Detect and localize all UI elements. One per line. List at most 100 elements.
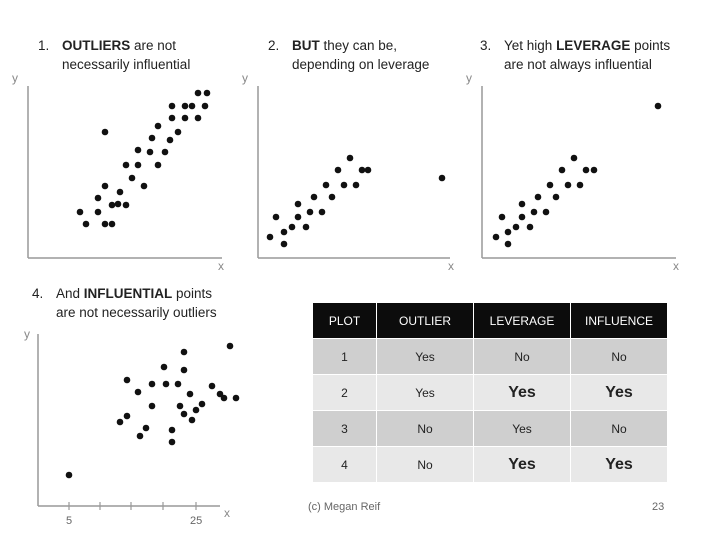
scatter-point [504, 240, 512, 248]
scatter-point [114, 200, 122, 208]
scatter-point [518, 213, 526, 221]
column-header: PLOT [312, 302, 377, 339]
scatter-point [310, 193, 318, 201]
table-row: 2 Yes Yes Yes [312, 374, 668, 411]
caption-text: they can be, [319, 38, 398, 53]
x-axis-label: x [224, 506, 230, 520]
plot-1: y x [12, 71, 224, 273]
scatter-point [186, 390, 194, 398]
column-header: LEVERAGE [473, 302, 571, 339]
scatter-point [198, 400, 206, 408]
scatter-point [123, 376, 131, 384]
table-cell: 4 [312, 446, 377, 483]
scatter-point [576, 181, 584, 189]
scatter-point [108, 201, 116, 209]
scatter-point [134, 146, 142, 154]
scatter-point [526, 223, 534, 231]
scatter-point [148, 134, 156, 142]
scatter-point [188, 416, 196, 424]
scatter-point [328, 193, 336, 201]
scatter-point [340, 181, 348, 189]
scatter-point [180, 348, 188, 356]
caption-plot-2: 2. BUT they can be, depending on leverage [268, 36, 429, 74]
table-cell: No [570, 338, 668, 375]
table-cell: Yes [473, 374, 571, 411]
scatter-point [134, 161, 142, 169]
scatter-point [438, 174, 446, 182]
scatter-point [116, 188, 124, 196]
scatter-point [492, 233, 500, 241]
caption-bold: OUTLIERS [62, 38, 131, 53]
caption-line2: are not necessarily outliers [56, 305, 217, 320]
caption-text: And [56, 286, 84, 301]
y-axis-label: y [242, 71, 248, 85]
caption-bold: INFLUENTIAL [83, 286, 173, 301]
scatter-point [162, 380, 170, 388]
caption-line2: depending on leverage [292, 57, 430, 72]
caption-text: points [172, 286, 213, 301]
table-header-row: PLOT OUTLIER LEVERAGE INFLUENCE [312, 302, 668, 339]
scatter-point [203, 89, 211, 97]
column-header: INFLUENCE [570, 302, 668, 339]
scatter-point [94, 194, 102, 202]
scatter-point [358, 166, 366, 174]
scatter-point [530, 208, 538, 216]
scatter-point [280, 228, 288, 236]
caption-text: points [630, 38, 671, 53]
scatter-point [101, 220, 109, 228]
scatter-point [318, 208, 326, 216]
scatter-point [134, 388, 142, 396]
caption-number: 2. [268, 38, 280, 53]
plot-2: y x [242, 71, 454, 273]
caption-number: 4. [32, 286, 44, 301]
table-cell: Yes [376, 374, 474, 411]
scatter-point [208, 382, 216, 390]
scatter-point [154, 161, 162, 169]
scatter-point [181, 102, 189, 110]
scatter-point [352, 181, 360, 189]
scatter-point [322, 181, 330, 189]
scatter-point [176, 402, 184, 410]
scatter-point [122, 161, 130, 169]
x-axis-ticks [68, 502, 197, 510]
scatter-point [174, 128, 182, 136]
scatter-point [654, 102, 662, 110]
scatter-point [101, 182, 109, 190]
footer-credit: (c) Megan Reif [308, 501, 381, 513]
scatter-point [220, 394, 228, 402]
table-cell: Yes [473, 446, 571, 483]
caption-plot-1: 1. OUTLIERS are not necessarily influenti… [38, 36, 190, 74]
scatter-point [188, 102, 196, 110]
scatter-point [302, 223, 310, 231]
table-cell: 2 [312, 374, 377, 411]
scatter-point [180, 410, 188, 418]
table-row: 4 No Yes Yes [312, 446, 668, 483]
scatter-point [534, 193, 542, 201]
scatter-point [201, 102, 209, 110]
x-axis-label: x [218, 259, 224, 273]
caption-plot-3: 3. Yet high LEVERAGE points are not alway… [480, 36, 670, 74]
scatter-point [226, 342, 234, 350]
scatter-point [334, 166, 342, 174]
scatter-point [142, 424, 150, 432]
table-cell: Yes [376, 338, 474, 375]
scatter-point [108, 220, 116, 228]
scatter-point [168, 438, 176, 446]
scatter-point [122, 201, 130, 209]
scatter-point [280, 240, 288, 248]
scatter-point [288, 223, 296, 231]
scatter-point [82, 220, 90, 228]
scatter-point [65, 471, 73, 479]
scatter-point [570, 154, 578, 162]
caption-number: 1. [38, 38, 50, 53]
scatter-point [590, 166, 598, 174]
scatter-point [558, 166, 566, 174]
scatter-point [180, 366, 188, 374]
caption-bold: BUT [292, 38, 320, 53]
plot-4-points [65, 342, 240, 479]
table-cell: No [570, 410, 668, 447]
scatter-point [128, 174, 136, 182]
scatter-point [512, 223, 520, 231]
scatter-point [364, 166, 372, 174]
scatter-point [504, 228, 512, 236]
